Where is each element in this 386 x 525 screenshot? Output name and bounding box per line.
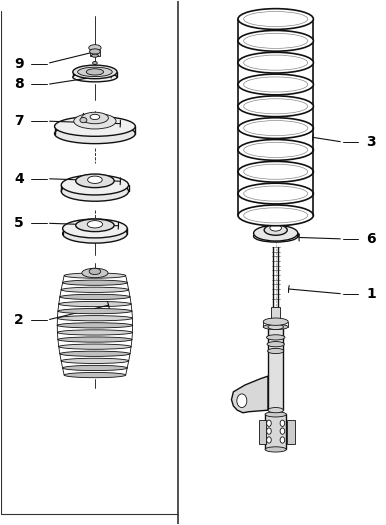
Ellipse shape [91, 54, 98, 57]
Ellipse shape [238, 74, 313, 95]
Circle shape [280, 420, 285, 426]
Ellipse shape [265, 447, 286, 452]
Ellipse shape [244, 33, 308, 48]
Ellipse shape [238, 161, 313, 182]
Ellipse shape [60, 351, 130, 356]
Ellipse shape [268, 324, 283, 330]
Circle shape [280, 437, 285, 443]
Ellipse shape [254, 225, 298, 241]
Ellipse shape [74, 113, 116, 129]
Ellipse shape [238, 118, 313, 139]
Ellipse shape [82, 268, 108, 278]
Ellipse shape [238, 8, 313, 29]
Ellipse shape [90, 114, 100, 120]
Ellipse shape [266, 335, 285, 340]
Ellipse shape [63, 280, 127, 285]
Ellipse shape [88, 176, 102, 183]
Bar [90, 50, 100, 56]
Ellipse shape [57, 323, 133, 328]
Ellipse shape [244, 208, 308, 223]
Text: 5: 5 [14, 216, 24, 230]
Ellipse shape [244, 121, 308, 135]
Ellipse shape [80, 118, 87, 123]
Ellipse shape [244, 12, 308, 27]
Ellipse shape [60, 295, 130, 300]
Ellipse shape [73, 72, 117, 82]
Text: 7: 7 [14, 114, 24, 128]
Ellipse shape [267, 349, 284, 354]
Ellipse shape [238, 205, 313, 226]
Ellipse shape [58, 330, 132, 335]
Ellipse shape [238, 183, 313, 204]
Ellipse shape [61, 181, 129, 201]
Ellipse shape [63, 224, 127, 243]
Ellipse shape [244, 99, 308, 114]
Ellipse shape [64, 273, 126, 278]
Polygon shape [232, 376, 268, 413]
Ellipse shape [86, 69, 103, 75]
Ellipse shape [244, 77, 308, 92]
Ellipse shape [73, 65, 117, 79]
Text: 1: 1 [366, 287, 376, 301]
Ellipse shape [54, 117, 135, 136]
Text: 8: 8 [14, 78, 24, 91]
Ellipse shape [244, 186, 308, 201]
Ellipse shape [63, 365, 127, 371]
Ellipse shape [58, 337, 132, 342]
Bar [271, 307, 280, 322]
Ellipse shape [76, 174, 114, 187]
Ellipse shape [254, 230, 298, 242]
Ellipse shape [263, 318, 288, 326]
Bar [287, 419, 295, 444]
Ellipse shape [265, 412, 286, 417]
Circle shape [267, 428, 271, 434]
Circle shape [267, 420, 271, 426]
Ellipse shape [270, 225, 281, 231]
Bar [259, 419, 266, 444]
Ellipse shape [238, 96, 313, 117]
Ellipse shape [63, 219, 127, 238]
Text: 9: 9 [14, 57, 24, 70]
Ellipse shape [87, 220, 103, 228]
Circle shape [267, 437, 271, 443]
Ellipse shape [244, 164, 308, 179]
Circle shape [280, 428, 285, 434]
Ellipse shape [54, 124, 135, 144]
Ellipse shape [58, 309, 132, 314]
Bar [265, 414, 286, 449]
Ellipse shape [93, 61, 97, 65]
Ellipse shape [238, 30, 313, 51]
Ellipse shape [89, 45, 101, 51]
Ellipse shape [59, 344, 131, 349]
Ellipse shape [78, 67, 112, 77]
Ellipse shape [58, 316, 132, 321]
Ellipse shape [61, 358, 129, 363]
Text: 4: 4 [14, 172, 24, 186]
Circle shape [237, 394, 247, 407]
Ellipse shape [238, 52, 313, 73]
Ellipse shape [268, 407, 283, 413]
Text: 3: 3 [366, 135, 376, 149]
Ellipse shape [264, 225, 287, 235]
Ellipse shape [263, 324, 288, 330]
Ellipse shape [238, 140, 313, 160]
Ellipse shape [61, 175, 129, 195]
Ellipse shape [267, 342, 284, 347]
Text: 6: 6 [366, 232, 376, 246]
Ellipse shape [81, 112, 108, 124]
Ellipse shape [89, 268, 101, 275]
Ellipse shape [76, 219, 114, 232]
Ellipse shape [59, 301, 131, 307]
Ellipse shape [90, 49, 100, 54]
Ellipse shape [61, 287, 129, 292]
Ellipse shape [244, 142, 308, 158]
Ellipse shape [244, 55, 308, 70]
Text: 2: 2 [14, 313, 24, 327]
Bar [268, 327, 283, 410]
Ellipse shape [64, 372, 126, 377]
